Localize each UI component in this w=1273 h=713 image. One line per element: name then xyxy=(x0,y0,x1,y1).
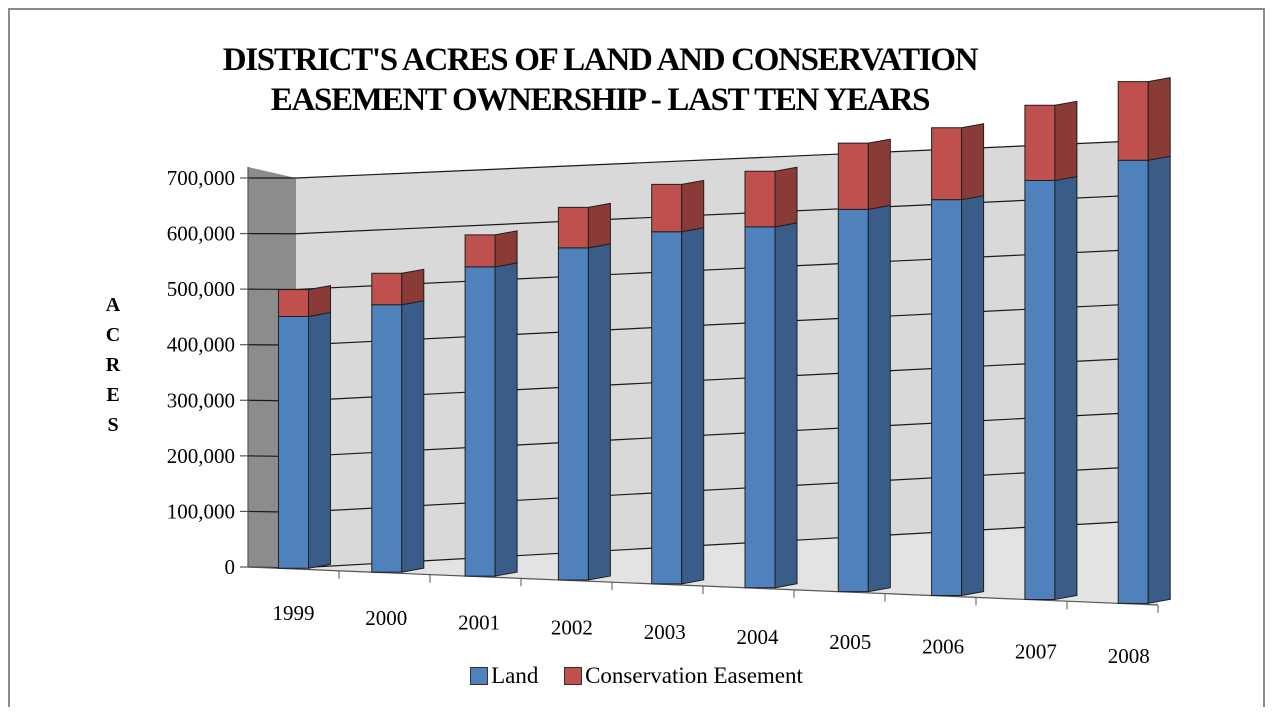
x-tick-label: 2005 xyxy=(829,630,871,654)
bar-land-2000 xyxy=(371,304,403,573)
gridline xyxy=(295,139,1159,179)
y-tick-label: 600,000 xyxy=(167,222,235,246)
bar-side-conservation-easement-2005 xyxy=(867,138,891,210)
bar-land-2005 xyxy=(837,208,869,593)
bar-land-2004 xyxy=(744,226,776,589)
bar-side-land-2003 xyxy=(681,227,705,585)
legend-swatch-land xyxy=(470,666,489,685)
gridline xyxy=(295,410,1159,458)
x-tick-label: 2007 xyxy=(1015,639,1057,663)
legend-swatch-conservation-easement xyxy=(564,666,583,685)
y-tick-label: 200,000 xyxy=(167,444,235,468)
x-tick-label: 2001 xyxy=(458,611,500,635)
bar-conservation-easement-2005 xyxy=(837,142,869,210)
bar-side-land-2001 xyxy=(494,262,518,577)
chart-title-line-1: DISTRICT'S ACRES OF LAND AND CONSERVATIO… xyxy=(222,42,979,78)
x-tick-label: 2006 xyxy=(922,635,964,659)
gridline xyxy=(295,465,1159,513)
legend-label-conservation-easement: Conservation Easement xyxy=(585,662,803,688)
gridline xyxy=(295,519,1159,569)
legend-item-conservation-easement: Conservation Easement xyxy=(564,663,803,689)
legend: Land Conservation Easement xyxy=(0,661,1273,689)
bar-land-2008 xyxy=(1117,159,1149,604)
x-tick-label: 2008 xyxy=(1108,644,1150,668)
y-tick-label: 300,000 xyxy=(167,388,235,412)
bar-side-conservation-easement-2004 xyxy=(774,166,798,228)
bar-conservation-easement-2000 xyxy=(371,272,403,306)
bar-side-conservation-easement-1999 xyxy=(308,284,331,318)
y-tick-label: 0 xyxy=(225,555,236,579)
bar-side-land-2006 xyxy=(961,195,985,597)
y-tick-label: 500,000 xyxy=(167,277,235,301)
bar-side-land-1999 xyxy=(308,311,331,569)
y-axis-label: A C R E S xyxy=(98,290,128,440)
chart-title: DISTRICT'S ACRES OF LAND AND CONSERVATIO… xyxy=(0,40,1200,120)
y-axis-label-letter: R xyxy=(105,354,121,376)
bar-conservation-easement-2004 xyxy=(744,170,776,228)
y-tick-label: 100,000 xyxy=(167,499,235,523)
gridline xyxy=(295,247,1159,291)
bar-side-land-2000 xyxy=(401,300,425,573)
bar-land-1999 xyxy=(278,315,309,569)
bar-conservation-easement-2002 xyxy=(557,206,589,249)
gridline xyxy=(295,193,1159,235)
bar-side-conservation-easement-2003 xyxy=(681,179,705,233)
gridline xyxy=(295,302,1159,346)
bar-side-conservation-easement-2000 xyxy=(401,268,425,306)
bar-land-2007 xyxy=(1024,180,1056,600)
bar-side-land-2002 xyxy=(587,243,611,581)
x-tick-label: 2000 xyxy=(365,606,407,630)
bar-land-2002 xyxy=(557,247,589,581)
chart-title-line-2: EASEMENT OWNERSHIP - LAST TEN YEARS xyxy=(270,82,931,118)
y-tick-label: 700,000 xyxy=(167,166,235,190)
bar-side-conservation-easement-2007 xyxy=(1054,100,1078,182)
y-axis-label-letter: E xyxy=(106,384,120,406)
legend-label-land: Land xyxy=(491,662,539,688)
legend-item-land: Land xyxy=(470,663,538,689)
bar-side-conservation-easement-2001 xyxy=(494,230,518,268)
x-tick-label: 1999 xyxy=(273,601,315,625)
bar-land-2006 xyxy=(931,199,963,597)
bar-side-conservation-easement-2008 xyxy=(1147,76,1171,161)
bar-conservation-easement-2007 xyxy=(1024,104,1056,182)
y-axis-label-letter: S xyxy=(107,414,119,436)
bar-side-land-2004 xyxy=(774,222,798,589)
bar-conservation-easement-2001 xyxy=(464,234,496,268)
y-axis-label-letter: A xyxy=(105,294,121,316)
x-tick-label: 2004 xyxy=(737,625,780,649)
y-tick-label: 400,000 xyxy=(167,333,235,357)
bar-side-land-2008 xyxy=(1147,155,1171,604)
bar-land-2003 xyxy=(651,231,683,585)
bar-side-conservation-easement-2006 xyxy=(961,123,985,201)
bar-side-conservation-easement-2002 xyxy=(587,202,611,249)
x-tick-label: 2002 xyxy=(551,615,593,639)
gridline xyxy=(295,356,1159,402)
bar-conservation-easement-2006 xyxy=(931,127,963,201)
bar-land-2001 xyxy=(464,266,496,577)
bar-side-land-2005 xyxy=(867,204,891,593)
bar-side-land-2007 xyxy=(1054,175,1078,601)
bar-conservation-easement-2008 xyxy=(1117,81,1149,161)
bar-conservation-easement-1999 xyxy=(278,289,309,317)
x-tick-label: 2003 xyxy=(644,620,686,644)
y-axis-label-letter: C xyxy=(105,324,121,346)
bar-conservation-easement-2003 xyxy=(651,183,683,233)
